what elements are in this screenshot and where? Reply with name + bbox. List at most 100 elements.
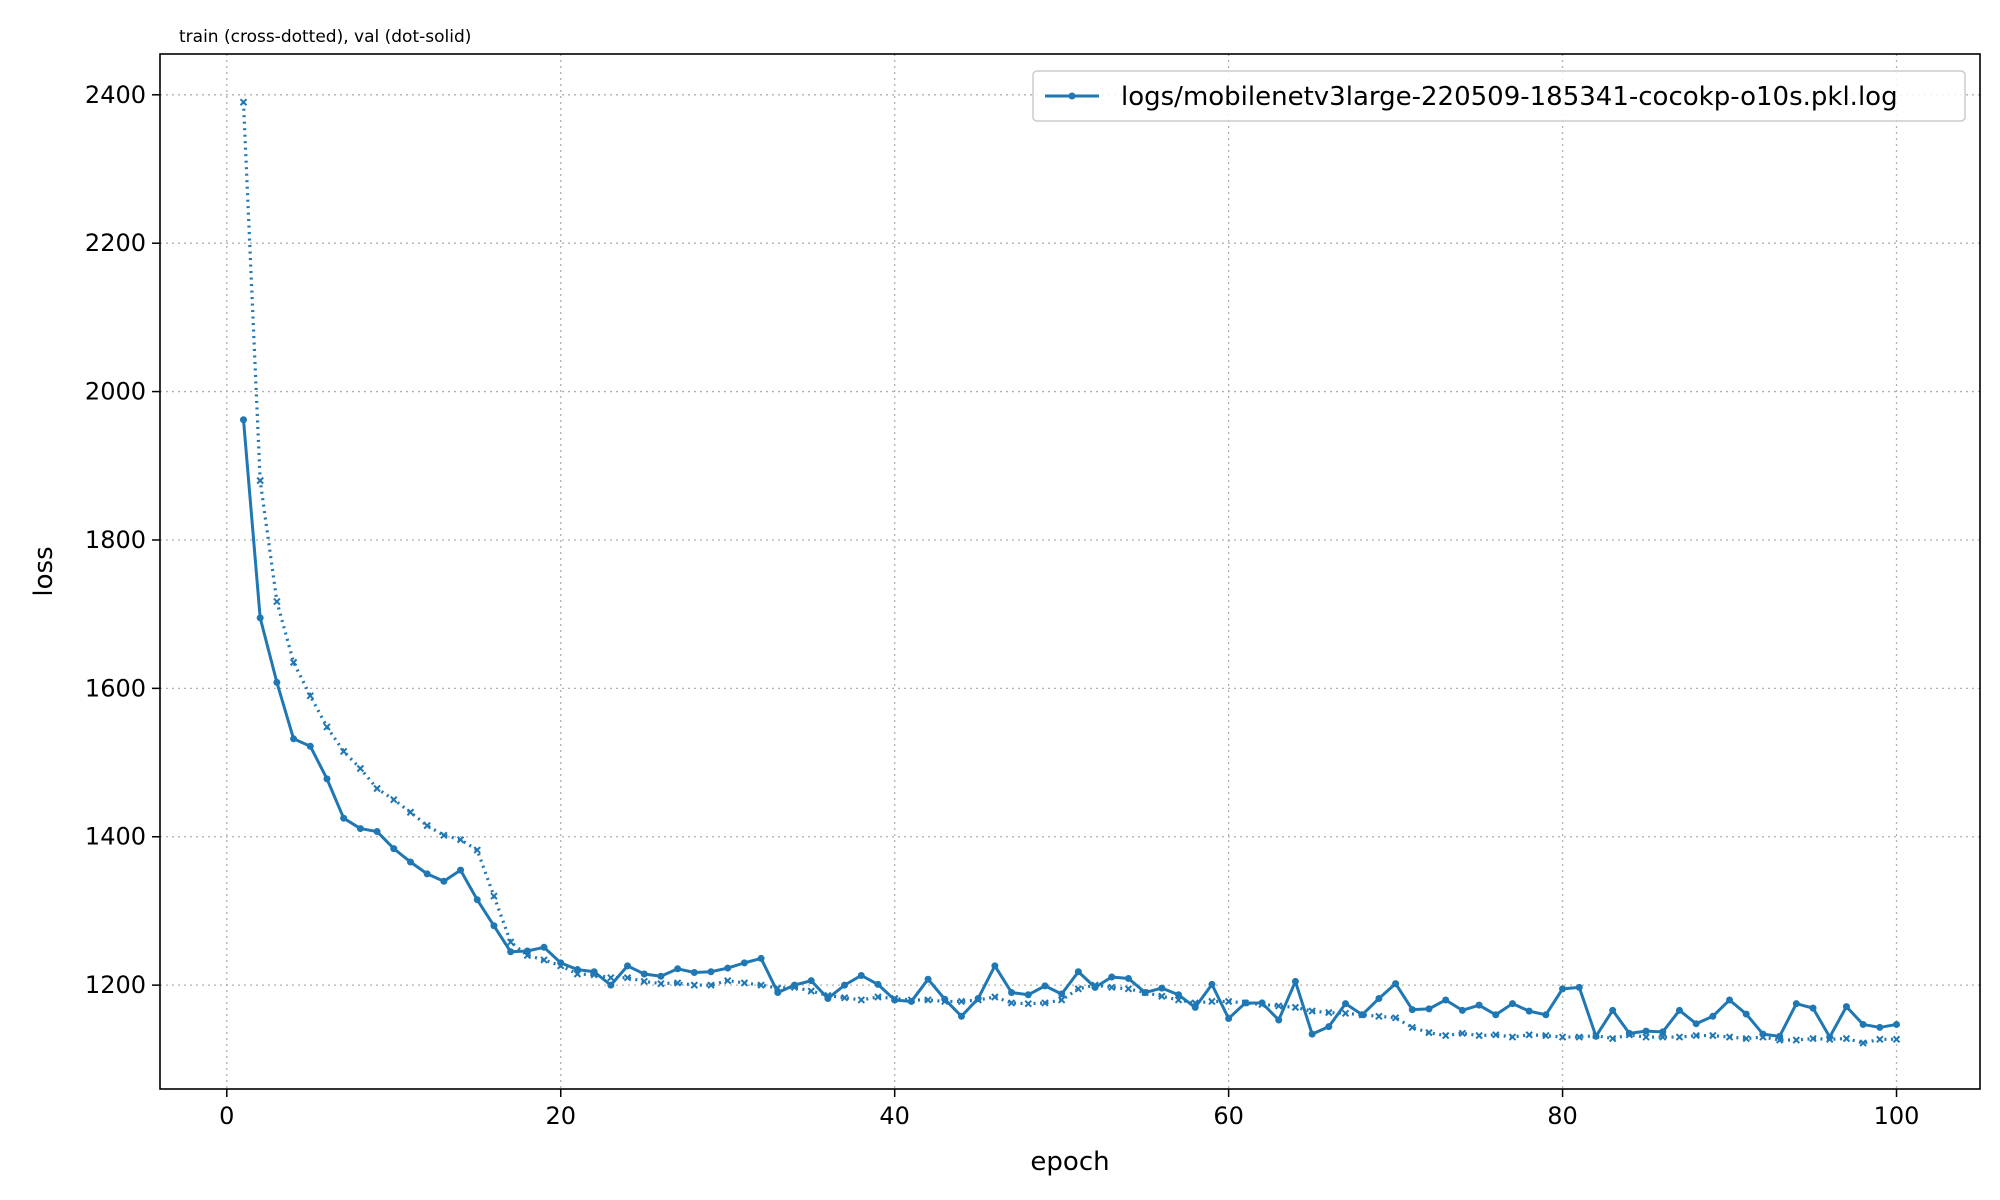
val-point-marker xyxy=(323,775,331,783)
val-point-marker xyxy=(1792,1000,1800,1008)
train-point-marker xyxy=(473,846,481,854)
train-point-marker xyxy=(1191,999,1199,1007)
train-point-marker xyxy=(1608,1034,1617,1043)
val-point-marker xyxy=(1475,1001,1483,1009)
train-point-marker xyxy=(1007,999,1016,1007)
train-point-marker xyxy=(1508,1033,1517,1041)
val-point-marker xyxy=(924,975,932,983)
train-point-marker xyxy=(1876,1035,1884,1043)
train-point-marker xyxy=(924,996,932,1004)
val-point-marker xyxy=(1692,1020,1700,1028)
train-point-marker xyxy=(1709,1031,1717,1040)
train-point-marker xyxy=(506,938,515,946)
val-point-marker xyxy=(690,969,698,977)
train-point-marker xyxy=(874,993,882,1001)
train-point-marker xyxy=(1642,1033,1650,1041)
val-point-marker xyxy=(1726,996,1734,1004)
val-point-marker xyxy=(724,964,732,972)
train-point-marker xyxy=(1375,1012,1383,1020)
plot-frame xyxy=(159,53,1981,1090)
val-point-marker xyxy=(674,965,682,973)
val-point-marker xyxy=(1859,1020,1867,1028)
val-point-marker xyxy=(406,858,414,866)
train-point-marker xyxy=(1859,1039,1867,1047)
train-point-marker xyxy=(273,597,281,606)
train-point-marker xyxy=(1892,1035,1901,1043)
train-point-marker xyxy=(406,808,415,816)
train-point-marker xyxy=(807,987,815,995)
train-point-marker xyxy=(540,956,548,964)
train-point-marker xyxy=(1124,985,1133,993)
val-point-marker xyxy=(1542,1011,1550,1019)
val-point-marker xyxy=(657,972,665,980)
val-point-marker xyxy=(1893,1020,1901,1028)
val-point-marker xyxy=(306,742,314,750)
train-series-line xyxy=(241,102,1897,1045)
val-point-marker xyxy=(473,896,481,904)
train-point-marker xyxy=(607,974,615,982)
train-point-marker xyxy=(1775,1036,1784,1044)
x-tick-label: 80 xyxy=(1547,1102,1578,1130)
train-point-marker xyxy=(1625,1031,1634,1039)
train-point-marker xyxy=(1041,999,1049,1007)
train-point-marker xyxy=(1525,1031,1533,1039)
train-point-marker xyxy=(840,994,849,1002)
val-point-marker xyxy=(1058,990,1066,998)
val-point-marker xyxy=(1842,1003,1850,1011)
train-point-marker xyxy=(1725,1033,1734,1041)
legend-entry-label: logs/mobilenetv3large-220509-185341-coco… xyxy=(1121,82,1898,112)
y-tick-label: 1600 xyxy=(85,674,146,702)
val-point-marker xyxy=(423,870,431,878)
val-point-marker xyxy=(624,962,632,970)
train-point-marker xyxy=(356,764,365,773)
val-point-marker xyxy=(991,962,999,970)
val-point-marker xyxy=(1675,1006,1683,1014)
grid-lines xyxy=(160,54,1980,1089)
train-point-marker xyxy=(1258,1000,1266,1009)
val-point-marker xyxy=(356,825,364,833)
y-tick-label: 1800 xyxy=(85,526,146,554)
val-point-marker xyxy=(1108,973,1116,981)
val-point-marker xyxy=(290,735,298,743)
train-point-marker xyxy=(1325,1008,1333,1017)
y-tick-label: 1400 xyxy=(85,823,146,851)
val-series-line xyxy=(241,419,1897,1039)
legend: logs/mobilenetv3large-220509-185341-coco… xyxy=(1032,70,1966,122)
train-point-marker xyxy=(1425,1028,1433,1037)
train-point-marker xyxy=(1091,981,1099,989)
train-point-marker xyxy=(1742,1034,1750,1043)
val-point-marker xyxy=(340,814,348,822)
train-point-marker xyxy=(690,981,699,989)
val-point-marker xyxy=(1124,974,1132,982)
val-point-marker xyxy=(1642,1027,1650,1035)
train-point-marker xyxy=(1224,997,1233,1006)
val-point-marker xyxy=(957,1012,965,1020)
train-point-marker xyxy=(1675,1033,1684,1041)
train-point-marker xyxy=(740,979,749,987)
train-point-marker xyxy=(1141,988,1149,997)
train-point-marker xyxy=(523,951,532,960)
train-point-marker xyxy=(339,747,348,756)
val-point-marker xyxy=(807,977,815,985)
train-point-marker xyxy=(1659,1033,1667,1041)
x-tick-label: 20 xyxy=(545,1102,576,1130)
train-point-marker xyxy=(557,962,565,970)
val-point-marker xyxy=(1525,1007,1533,1015)
val-point-marker xyxy=(1325,1023,1333,1031)
train-point-marker xyxy=(1291,1003,1300,1012)
train-point-marker xyxy=(373,784,381,793)
train-point-marker xyxy=(657,979,665,988)
train-point-marker xyxy=(757,981,765,989)
val-point-marker xyxy=(1175,991,1183,999)
x-tick-label: 60 xyxy=(1213,1102,1244,1130)
train-point-marker xyxy=(907,996,916,1004)
train-point-marker xyxy=(573,970,582,978)
axis-ticks: 0 20 40 60 80 100 1200 1400 1600 1800 2000 2200 2400 xyxy=(85,81,1919,1130)
val-point-marker xyxy=(1425,1005,1433,1013)
train-point-marker xyxy=(256,476,264,485)
train-point-marker xyxy=(490,892,498,900)
train-point-marker xyxy=(1408,1023,1416,1032)
train-point-marker xyxy=(390,795,398,804)
